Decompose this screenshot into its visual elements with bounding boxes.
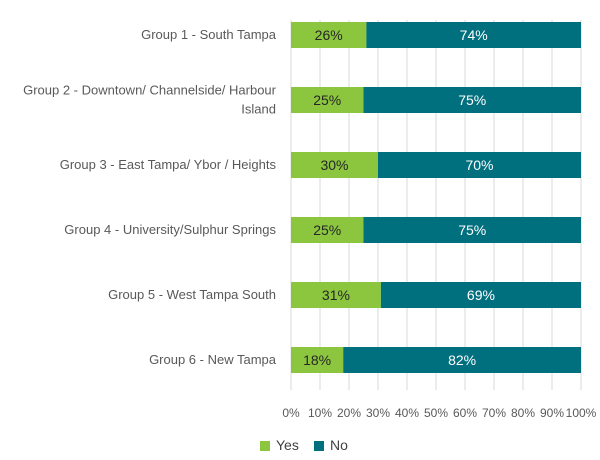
bar-no bbox=[380, 282, 581, 308]
legend-swatch-no bbox=[314, 441, 324, 451]
data-label: 18% bbox=[303, 352, 331, 368]
legend-label-yes: Yes bbox=[276, 437, 299, 453]
category-label: Island bbox=[241, 102, 276, 117]
x-tick-label: 60% bbox=[453, 406, 477, 420]
gridlines bbox=[290, 20, 582, 390]
bar-no bbox=[366, 22, 581, 48]
x-tick-label: 40% bbox=[395, 406, 419, 420]
bar-no bbox=[363, 87, 581, 113]
data-label: 74% bbox=[460, 27, 488, 43]
legend-swatch-yes bbox=[260, 441, 270, 451]
bar-yes bbox=[291, 152, 378, 178]
category-label: Group 2 - Downtown/ Channelside/ Harbour bbox=[23, 83, 277, 98]
x-tick-label: 100% bbox=[566, 406, 597, 420]
x-tick-label: 90% bbox=[540, 406, 564, 420]
category-labels: Group 1 - South Tampa Group 2 - Downtown/… bbox=[23, 27, 277, 367]
bar-yes bbox=[291, 22, 367, 48]
bar-yes bbox=[291, 217, 364, 243]
category-label: Group 3 - East Tampa/ Ybor / Heights bbox=[60, 157, 277, 172]
category-label: Group 5 - West Tampa South bbox=[108, 287, 276, 302]
data-label: 31% bbox=[322, 287, 350, 303]
category-label: Group 4 - University/Sulphur Springs bbox=[64, 222, 276, 237]
x-tick-label: 10% bbox=[308, 406, 332, 420]
data-label: 26% bbox=[315, 27, 343, 43]
bar-yes bbox=[291, 282, 381, 308]
category-label: Group 1 - South Tampa bbox=[141, 27, 277, 42]
data-label: 70% bbox=[465, 157, 493, 173]
x-tick-label: 30% bbox=[366, 406, 390, 420]
data-label: 75% bbox=[458, 92, 486, 108]
x-tick-label: 50% bbox=[424, 406, 448, 420]
legend-label-no: No bbox=[330, 437, 348, 453]
data-label: 25% bbox=[313, 92, 341, 108]
bars: 26% 74% 25% 75% 30% 70% 25% 75% 31% 69% 18% 82% bbox=[291, 22, 581, 373]
data-label: 82% bbox=[448, 352, 476, 368]
bar-yes bbox=[291, 87, 364, 113]
x-tick-label: 80% bbox=[511, 406, 535, 420]
bar-no bbox=[363, 217, 581, 243]
bar-no bbox=[378, 152, 581, 178]
x-tick-label: 0% bbox=[282, 406, 300, 420]
data-label: 25% bbox=[313, 222, 341, 238]
data-label: 69% bbox=[467, 287, 495, 303]
x-axis-ticks: 0% 10% 20% 30% 40% 50% 60% 70% 80% 90% 100% bbox=[282, 406, 596, 420]
bar-no bbox=[343, 347, 581, 373]
bar-yes bbox=[291, 347, 344, 373]
x-tick-label: 20% bbox=[337, 406, 361, 420]
x-tick-label: 70% bbox=[482, 406, 506, 420]
legend: Yes No bbox=[260, 437, 348, 453]
category-label: Group 6 - New Tampa bbox=[149, 352, 277, 367]
data-label: 75% bbox=[458, 222, 486, 238]
data-label: 30% bbox=[320, 157, 348, 173]
